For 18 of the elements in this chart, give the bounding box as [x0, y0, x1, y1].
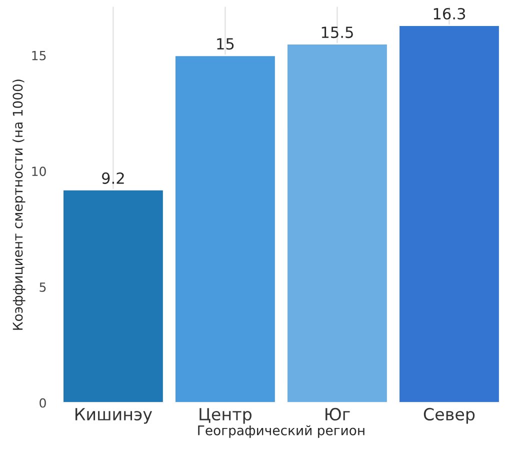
y-tick-label: 15: [32, 51, 46, 60]
data-label: 16.3: [434, 8, 466, 20]
x-axis-title: Географический регион: [198, 425, 364, 438]
data-label: 9.2: [102, 172, 124, 184]
bar: [398, 24, 500, 403]
bar: [174, 54, 276, 403]
x-tick-label: Центр: [200, 408, 252, 424]
x-tick-label: Юг: [326, 408, 350, 421]
data-label: 15: [217, 38, 234, 50]
y-axis-title: Коэффициент смертности (на 1000): [12, 80, 26, 330]
y-tick-label: 5: [40, 282, 46, 292]
data-label: 15.5: [322, 26, 353, 38]
bar: [286, 43, 388, 403]
x-tick-label: Кишинэу: [76, 408, 152, 424]
y-tick-label: 0: [40, 398, 46, 408]
x-tick-label: Север: [424, 408, 475, 424]
y-tick-label: 10: [32, 166, 46, 176]
bar: [62, 189, 164, 403]
